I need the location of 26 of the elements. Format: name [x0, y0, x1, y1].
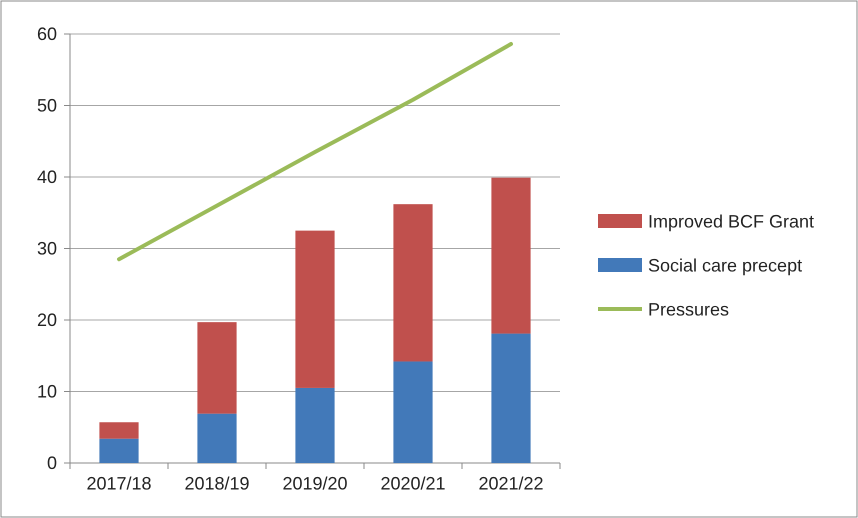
legend-label: Pressures	[648, 299, 730, 320]
bar	[197, 414, 237, 463]
x-tick-label: 2020/21	[380, 473, 446, 494]
legend-label: Improved BCF Grant	[648, 211, 814, 232]
x-tick-label: 2019/20	[282, 473, 348, 494]
bar	[295, 388, 335, 463]
bar	[99, 422, 139, 439]
x-tick-label: 2017/18	[86, 473, 152, 494]
bar	[491, 334, 531, 463]
y-tick-label: 20	[36, 310, 57, 330]
bar	[197, 322, 237, 414]
y-tick-label: 50	[36, 95, 57, 116]
y-tick-label: 0	[46, 452, 57, 473]
y-tick-label: 30	[36, 238, 57, 258]
bar	[99, 438, 139, 463]
bar	[491, 178, 531, 334]
y-tick-label: 60	[36, 24, 57, 44]
bar	[393, 361, 433, 463]
x-tick-label: 2018/19	[184, 473, 250, 494]
bar	[393, 204, 433, 362]
y-tick-label: 40	[36, 166, 57, 187]
bar	[295, 230, 335, 388]
line-series	[117, 42, 513, 262]
y-tick-label: 10	[36, 381, 57, 402]
x-tick-label: 2021/22	[478, 473, 544, 494]
legend-label: Social care precept	[648, 255, 802, 276]
